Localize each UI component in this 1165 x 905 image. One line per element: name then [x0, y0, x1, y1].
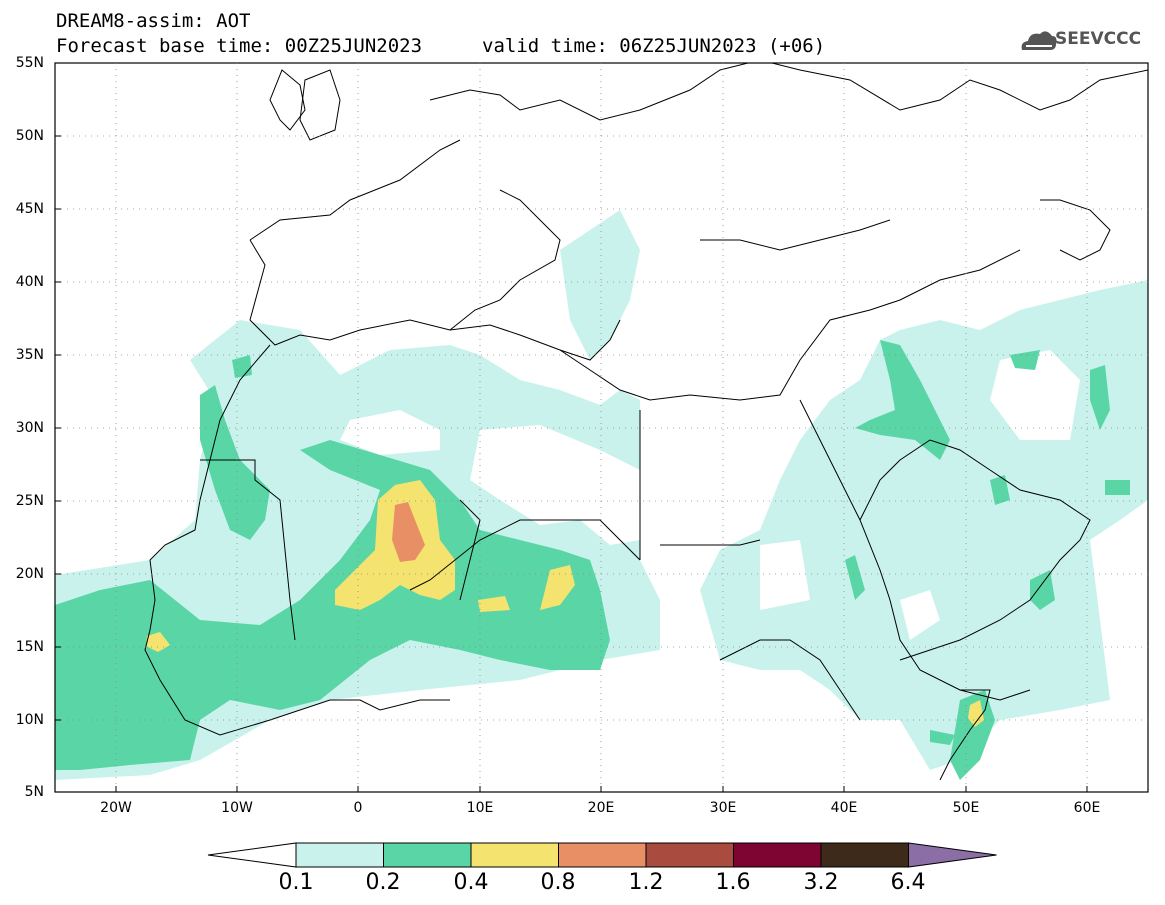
lon-label-0: 0 — [353, 800, 363, 816]
tick-marks — [55, 62, 1088, 792]
colorbar-label-0-8: 0.8 — [540, 870, 576, 895]
lat-label-55n: 55N — [15, 55, 44, 71]
lat-label-50n: 50N — [15, 128, 44, 144]
colorbar-label-0-1: 0.1 — [278, 870, 314, 895]
lat-label-45n: 45N — [15, 201, 44, 217]
colorbar-label-1-2: 1.2 — [628, 870, 664, 895]
seevccc-logo — [1021, 31, 1057, 50]
lat-label-5n: 5N — [24, 784, 44, 800]
valid-time: valid time: 06Z25JUN2023 (+06) — [482, 35, 826, 57]
aot-clear-patches — [340, 350, 1080, 640]
lat-label-35n: 35N — [15, 347, 44, 363]
lat-label-25n: 25N — [15, 493, 44, 509]
lat-label-20n: 20N — [15, 566, 44, 582]
forecast-base-time: Forecast base time: 00Z25JUN2023 — [56, 35, 423, 57]
logo-text: SEEVCCC — [1055, 29, 1142, 49]
lat-label-15n: 15N — [15, 639, 44, 655]
lon-label-10w: 10W — [221, 800, 253, 816]
lon-label-30e: 30E — [709, 800, 737, 816]
map-title: DREAM8-assim: AOT — [56, 10, 251, 32]
lon-label-50e: 50E — [952, 800, 980, 816]
coastlines — [144, 63, 1148, 781]
lat-label-30n: 30N — [15, 420, 44, 436]
lon-label-60e: 60E — [1073, 800, 1101, 816]
lon-label-40e: 40E — [830, 800, 858, 816]
gridlines — [55, 63, 1148, 792]
colorbar-label-3-2: 3.2 — [803, 870, 839, 895]
colorbar-label-6-4: 6.4 — [890, 870, 926, 895]
colorbar-label-0-4: 0.4 — [453, 870, 489, 895]
lon-label-20e: 20E — [587, 800, 615, 816]
aot-shade-very-high — [392, 502, 425, 562]
lat-label-10n: 10N — [15, 712, 44, 728]
lon-label-20w: 20W — [100, 800, 132, 816]
lat-label-40n: 40N — [15, 274, 44, 290]
colorbar-label-0-2: 0.2 — [365, 870, 401, 895]
lon-label-10e: 10E — [466, 800, 494, 816]
aot-shade-mid — [55, 340, 1130, 780]
colorbar-label-1-6: 1.6 — [715, 870, 751, 895]
